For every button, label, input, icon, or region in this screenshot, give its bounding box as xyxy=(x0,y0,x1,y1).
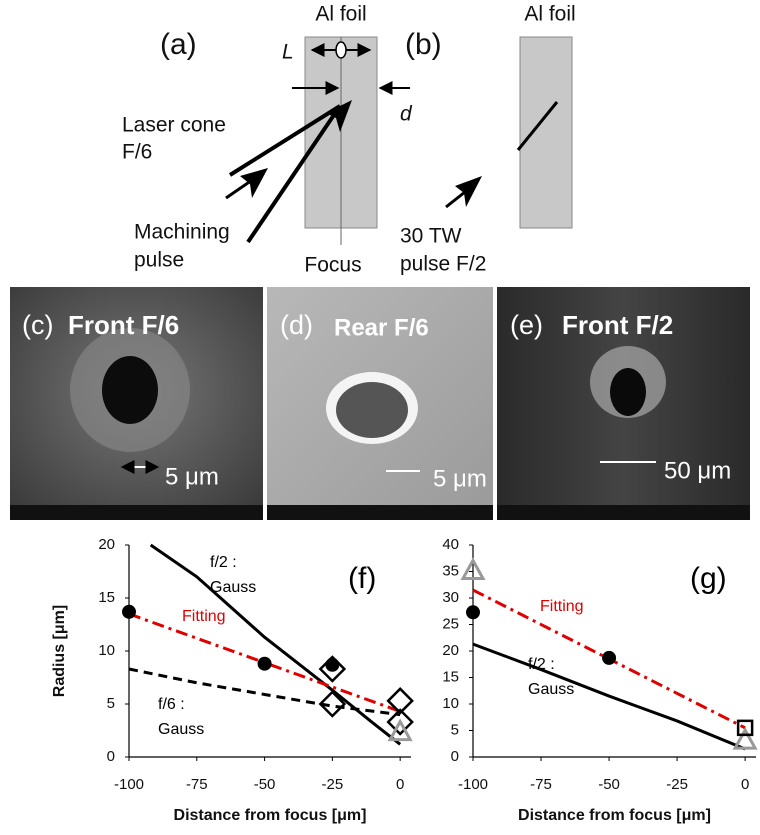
x-tick-label: 0 xyxy=(741,776,749,793)
foil xyxy=(520,37,572,228)
point xyxy=(602,651,616,665)
annotation: Fitting xyxy=(182,608,226,625)
x-tick-label: -25 xyxy=(322,776,344,793)
hole xyxy=(102,356,158,424)
annotation: Fitting xyxy=(540,598,584,615)
panel-label: (c) xyxy=(22,310,53,340)
annotation: f/2 : xyxy=(210,554,237,571)
sem-images: (c) Front F/6 5 μm (d) Rear F/6 5 μm (e)… xyxy=(10,287,750,520)
image-title: Front F/2 xyxy=(562,310,673,340)
depth-label: d xyxy=(400,103,413,126)
y-tick-label: 0 xyxy=(451,748,459,765)
image-title: Rear F/6 xyxy=(334,314,429,341)
scale-label: 50 μm xyxy=(664,457,731,484)
hole xyxy=(336,382,408,438)
marker xyxy=(336,42,346,58)
annotation: f/6 : xyxy=(158,696,185,713)
arrow-head xyxy=(455,176,482,207)
annotation: (f) xyxy=(348,562,376,595)
cone-label: F/6 xyxy=(122,141,152,164)
foil-label: Al foil xyxy=(315,3,366,26)
x-axis-title: Distance from focus [μm] xyxy=(174,807,367,824)
panel-label: (d) xyxy=(280,310,313,340)
x-tick-label: -100 xyxy=(114,776,144,793)
x-tick-label: -75 xyxy=(530,776,552,793)
panel-label: (e) xyxy=(510,310,543,340)
arrow-head xyxy=(240,168,268,198)
point xyxy=(466,605,480,619)
x-tick-label: -100 xyxy=(458,776,488,793)
y-tick-label: 40 xyxy=(442,536,459,553)
y-tick-label: 10 xyxy=(98,642,115,659)
annotation: Gauss xyxy=(210,579,256,596)
pulse-label: pulse F/2 xyxy=(400,253,486,276)
diagram: (a) Al foil L d Laser cone F/6 Machining… xyxy=(122,3,576,277)
y-tick-label: 15 xyxy=(442,668,459,685)
point xyxy=(390,722,410,740)
x-tick-label: -50 xyxy=(254,776,276,793)
y-tick-label: 20 xyxy=(442,642,459,659)
info-bar xyxy=(497,505,750,520)
cone-label: Laser cone xyxy=(122,114,226,137)
foil-label: Al foil xyxy=(524,3,575,26)
y-tick-label: 5 xyxy=(451,721,459,738)
pulse-label: Machining xyxy=(134,221,230,244)
x-tick-label: -25 xyxy=(666,776,688,793)
annotation: Gauss xyxy=(158,721,204,738)
image-title: Front F/6 xyxy=(68,310,179,340)
info-bar xyxy=(10,505,263,520)
scale-label: 5 μm xyxy=(165,463,219,490)
y-tick-label: 35 xyxy=(442,562,459,579)
panel-label: (b) xyxy=(405,28,442,61)
y-tick-label: 5 xyxy=(107,695,115,712)
figure: (a) Al foil L d Laser cone F/6 Machining… xyxy=(0,0,760,835)
y-tick-label: 25 xyxy=(442,615,459,632)
y-tick-label: 10 xyxy=(442,695,459,712)
length-label: L xyxy=(282,41,294,64)
info-bar xyxy=(267,505,493,520)
hole xyxy=(610,368,646,416)
pulse-label: 30 TW xyxy=(400,225,462,248)
y-axis-title: Radius [μm] xyxy=(51,605,68,697)
y-tick-label: 0 xyxy=(107,748,115,765)
y-tick-label: 30 xyxy=(442,589,459,606)
panel-label: (a) xyxy=(160,28,197,61)
x-axis-title: Distance from focus [μm] xyxy=(518,807,711,824)
scale-label: 5 μm xyxy=(433,465,487,492)
y-tick-label: 20 xyxy=(98,536,115,553)
x-tick-label: 0 xyxy=(396,776,404,793)
x-tick-label: -50 xyxy=(598,776,620,793)
focus-label: Focus xyxy=(304,254,361,277)
y-tick-label: 15 xyxy=(98,589,115,606)
point xyxy=(258,657,272,671)
point xyxy=(325,658,339,672)
annotation: f/2 : xyxy=(528,656,555,673)
x-tick-label: -75 xyxy=(186,776,208,793)
annotation: Gauss xyxy=(528,681,574,698)
annotation: (g) xyxy=(690,562,727,595)
point xyxy=(122,605,136,619)
pulse-label: pulse xyxy=(134,249,184,272)
